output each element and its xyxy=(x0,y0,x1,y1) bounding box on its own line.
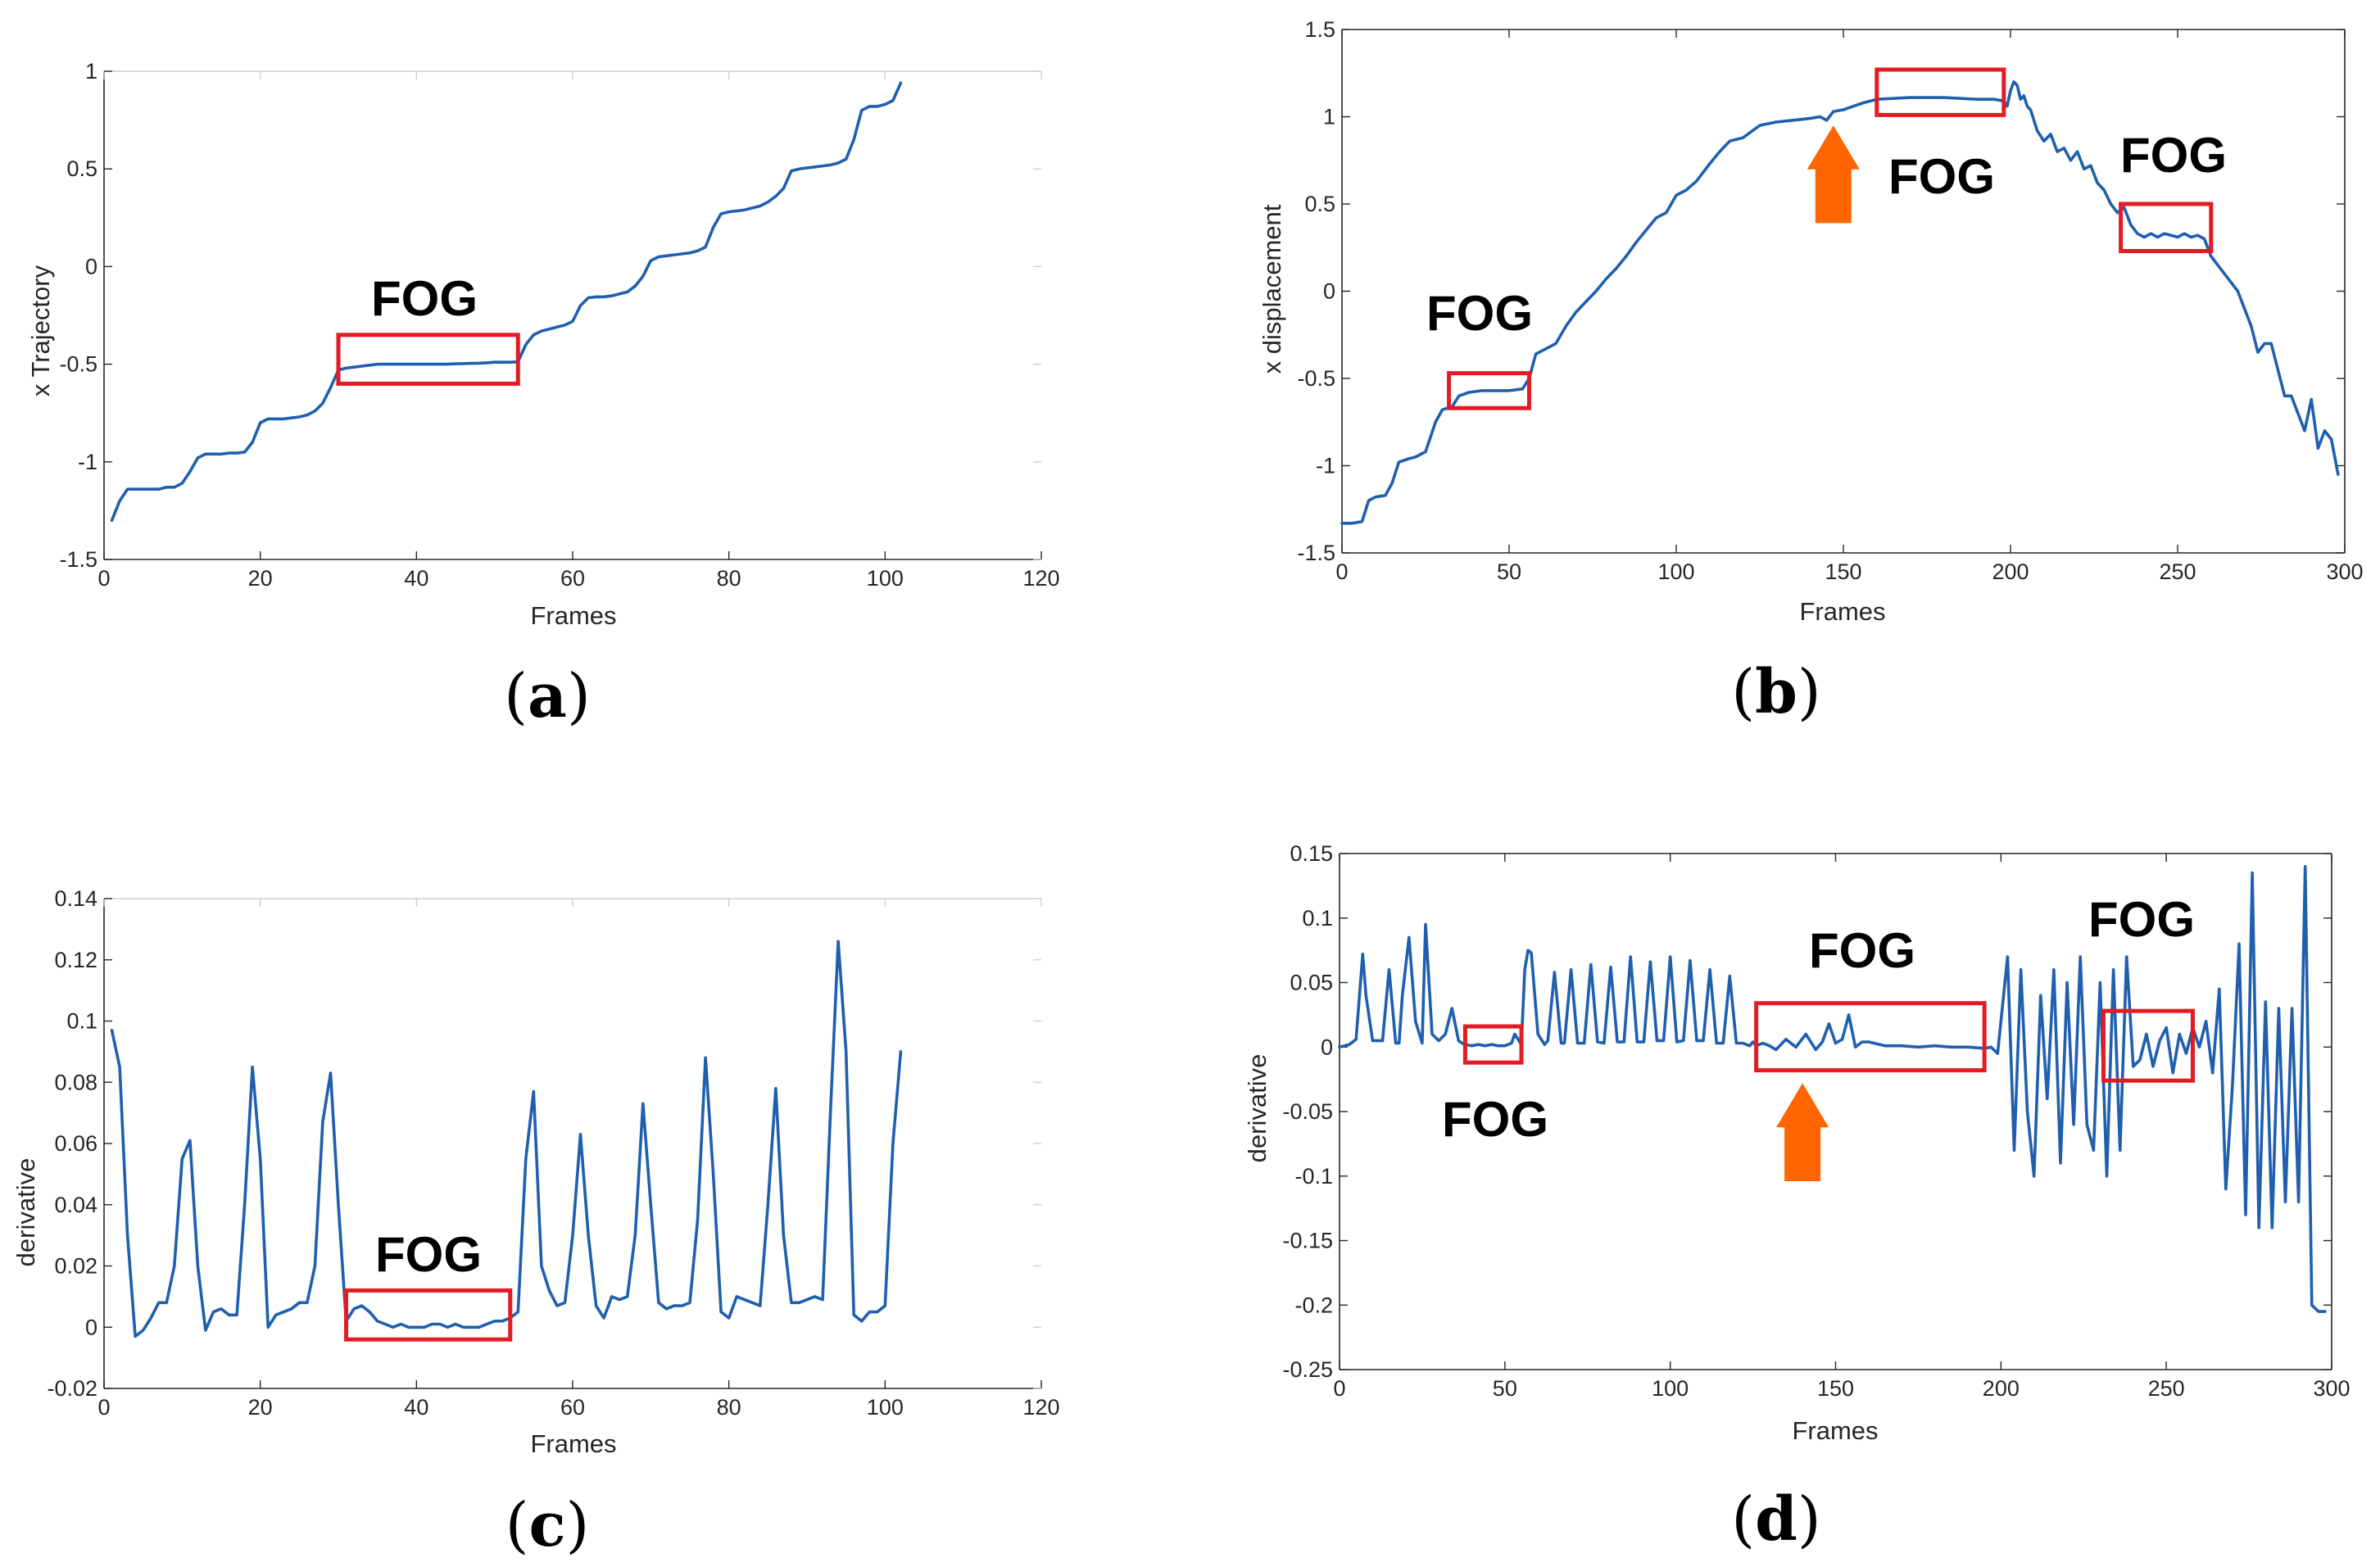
x-tick-label: 250 xyxy=(2159,559,2196,584)
y-tick-label: -1.5 xyxy=(1297,541,1335,565)
x-tick-label: 150 xyxy=(1825,559,1861,584)
y-tick-label: 0.1 xyxy=(1302,906,1333,931)
fog-label: FOG xyxy=(1426,286,1533,341)
x-tick-label: 40 xyxy=(404,1395,428,1420)
y-tick-label: 0 xyxy=(1321,1035,1333,1059)
xlabel: Frames xyxy=(530,1429,616,1458)
y-tick-label: 0.04 xyxy=(54,1193,97,1217)
ylabel: derivative xyxy=(11,1158,40,1267)
panel-label-b: (b) xyxy=(1731,657,1821,727)
up-arrow xyxy=(1807,125,1860,224)
fog-label: FOG xyxy=(371,271,478,326)
y-tick-label: 0.14 xyxy=(54,886,97,911)
y-tick-label: -0.5 xyxy=(59,352,97,377)
x-tick-label: 100 xyxy=(1657,559,1694,584)
xlabel: Frames xyxy=(1799,597,1885,626)
y-tick-label: 0.12 xyxy=(54,948,97,972)
y-tick-label: 1 xyxy=(1323,105,1335,129)
x-tick-label: 100 xyxy=(867,566,904,591)
fog-label: FOG xyxy=(2120,128,2227,183)
ylabel: derivative xyxy=(1243,1054,1272,1163)
y-tick-label: 0 xyxy=(1323,279,1335,304)
ylabel: x Trajectory xyxy=(26,265,55,396)
panel-b-chart: 0 50 100 150 200 250 300 -1.5 -1 -0.5 0 0.5 1 1.5 Fra… xyxy=(1258,17,2364,727)
x-tick-label: 50 xyxy=(1493,1376,1517,1401)
y-tick-label: -0.2 xyxy=(1294,1293,1333,1317)
y-tick-label: -0.1 xyxy=(1294,1164,1333,1189)
y-tick-label: -0.05 xyxy=(1282,1099,1333,1124)
panel-label-c: (c) xyxy=(505,1490,590,1560)
fog-box xyxy=(1447,371,1531,410)
x-tick-label: 250 xyxy=(2148,1376,2185,1401)
y-tick-label: -0.25 xyxy=(1282,1357,1333,1382)
x-tick-label: 0 xyxy=(97,566,110,591)
fog-label: FOG xyxy=(1888,149,1995,204)
panel-c-chart: 0 20 40 60 80 100 120-0.0200.020.040.060.080.1… xyxy=(11,886,1060,1560)
fog-label: FOG xyxy=(375,1227,482,1282)
fog-label: FOG xyxy=(2088,892,2195,947)
y-tick-label: 0.5 xyxy=(1304,192,1335,216)
y-tick-label: 0.08 xyxy=(54,1070,97,1094)
fog-box xyxy=(2119,202,2214,254)
x-tick-label: 60 xyxy=(560,1395,585,1420)
x-tick-label: 40 xyxy=(404,566,428,591)
x-tick-label: 60 xyxy=(560,566,585,591)
up-arrow xyxy=(1776,1083,1829,1181)
fog-label: FOG xyxy=(1442,1092,1548,1147)
y-tick-label: -1.5 xyxy=(59,547,97,572)
x-tick-label: 300 xyxy=(2326,559,2363,584)
series-line xyxy=(1340,80,2340,525)
y-tick-label: -1 xyxy=(1316,454,1335,478)
fog-box xyxy=(344,1288,513,1342)
x-tick-label: 200 xyxy=(1983,1376,2020,1401)
ylabel: x displacement xyxy=(1258,204,1286,374)
y-tick-label: 1.5 xyxy=(1304,17,1335,42)
x-tick-label: 150 xyxy=(1817,1376,1854,1401)
x-tick-label: 300 xyxy=(2313,1376,2350,1401)
y-tick-label: -0.5 xyxy=(1297,366,1335,391)
panel-d-chart: 0 50 100 150 200 250 300 -0.25 -0.2 -0.15 -0.1 -0.0… xyxy=(1243,841,2351,1555)
y-tick-label: 0.02 xyxy=(54,1254,97,1279)
xlabel: Frames xyxy=(1792,1416,1878,1445)
x-tick-label: 20 xyxy=(248,566,273,591)
fog-label: FOG xyxy=(1809,923,1915,978)
panel-label-a: (a) xyxy=(504,661,591,731)
y-tick-label: 0.05 xyxy=(1290,971,1333,995)
panel-a-chart: 0 20 40 60 80 100 120 -1.5 -1 -0.5 0 0.5 1 Frames x … xyxy=(26,59,1060,731)
x-tick-label: 120 xyxy=(1022,1395,1059,1420)
x-tick-label: 20 xyxy=(248,1395,273,1420)
y-tick-label: 1 xyxy=(85,59,97,84)
y-tick-label: -0.15 xyxy=(1282,1229,1333,1253)
x-tick-label: 200 xyxy=(1992,559,2029,584)
x-tick-label: 100 xyxy=(1652,1376,1689,1401)
y-tick-label: 0 xyxy=(85,254,97,279)
xlabel: Frames xyxy=(530,601,616,630)
x-tick-label: 0 xyxy=(97,1395,110,1420)
series-line xyxy=(110,940,903,1338)
y-tick-label: -1 xyxy=(78,450,97,474)
fog-label-a: FOG xyxy=(371,271,478,326)
fog-box xyxy=(1875,67,2006,117)
x-tick-label: 80 xyxy=(717,1395,741,1420)
series-line xyxy=(1338,865,2327,1313)
y-tick-label: -0.02 xyxy=(47,1376,97,1401)
x-tick-label: 120 xyxy=(1022,566,1059,591)
x-tick-label: 0 xyxy=(1335,559,1348,584)
x-tick-label: 50 xyxy=(1497,559,1521,584)
fog-box xyxy=(2101,1008,2195,1083)
y-tick-label: 0 xyxy=(85,1315,97,1339)
x-tick-label: 0 xyxy=(1333,1376,1345,1401)
x-tick-label: 100 xyxy=(867,1395,904,1420)
fog-box xyxy=(1462,1024,1524,1065)
y-tick-label: 0.5 xyxy=(66,156,97,181)
fog-box xyxy=(336,333,520,386)
x-tick-label: 80 xyxy=(717,566,741,591)
y-tick-label: 0.15 xyxy=(1290,841,1333,866)
fog-box xyxy=(1754,1001,1987,1073)
series-line xyxy=(110,81,903,523)
panel-label-d: (d) xyxy=(1731,1484,1821,1555)
y-tick-label: 0.06 xyxy=(54,1131,97,1156)
y-tick-label: 0.1 xyxy=(66,1009,97,1034)
